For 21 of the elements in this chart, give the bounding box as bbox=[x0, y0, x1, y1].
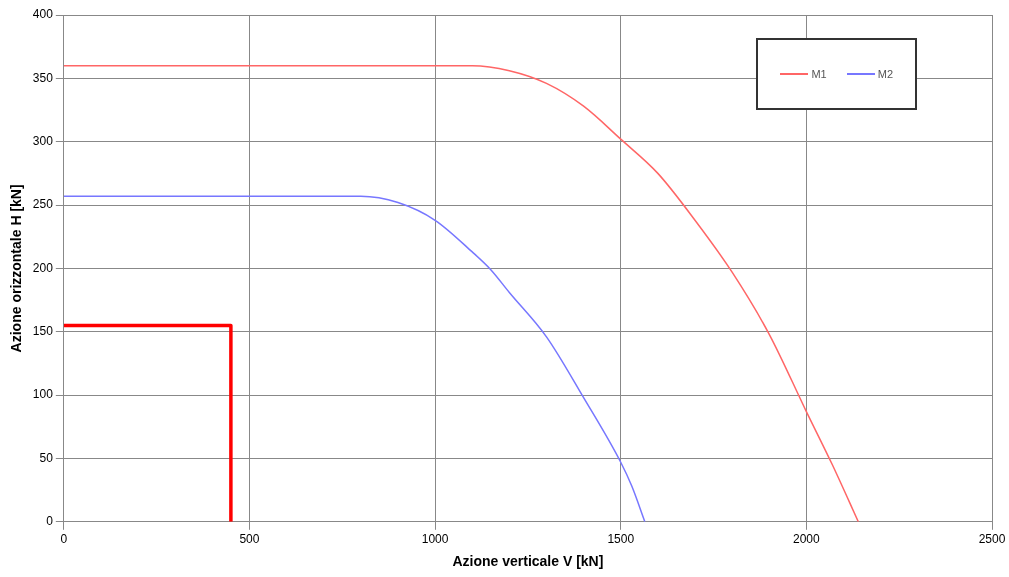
y-axis-title: Azione orizzontale H [kN] bbox=[8, 184, 25, 353]
line-series bbox=[63, 195, 646, 522]
x-tick-label: 500 bbox=[239, 532, 260, 547]
x-tick-label: 1500 bbox=[607, 532, 635, 547]
x-tick-label: 1000 bbox=[421, 532, 449, 547]
x-tick-label: 0 bbox=[60, 532, 68, 547]
legend-label: M2 bbox=[877, 68, 893, 80]
y-tick-label: 350 bbox=[32, 70, 54, 85]
y-tick-label: 150 bbox=[32, 324, 54, 339]
y-tick-label: 300 bbox=[32, 134, 54, 149]
line-series bbox=[63, 64, 860, 522]
y-tick-label: 50 bbox=[39, 450, 54, 465]
y-tick-label: 400 bbox=[32, 7, 54, 22]
x-tick-label: 2500 bbox=[978, 532, 1006, 547]
y-tick-label: 250 bbox=[32, 197, 54, 212]
y-tick-label: 200 bbox=[32, 260, 54, 275]
y-tick-label: 0 bbox=[46, 514, 54, 529]
legend-label: M1 bbox=[811, 68, 827, 80]
y-tick-label: 100 bbox=[32, 387, 54, 402]
x-axis-title: Azione verticale V [kN] bbox=[452, 553, 604, 570]
x-tick-label: 2000 bbox=[793, 532, 821, 547]
